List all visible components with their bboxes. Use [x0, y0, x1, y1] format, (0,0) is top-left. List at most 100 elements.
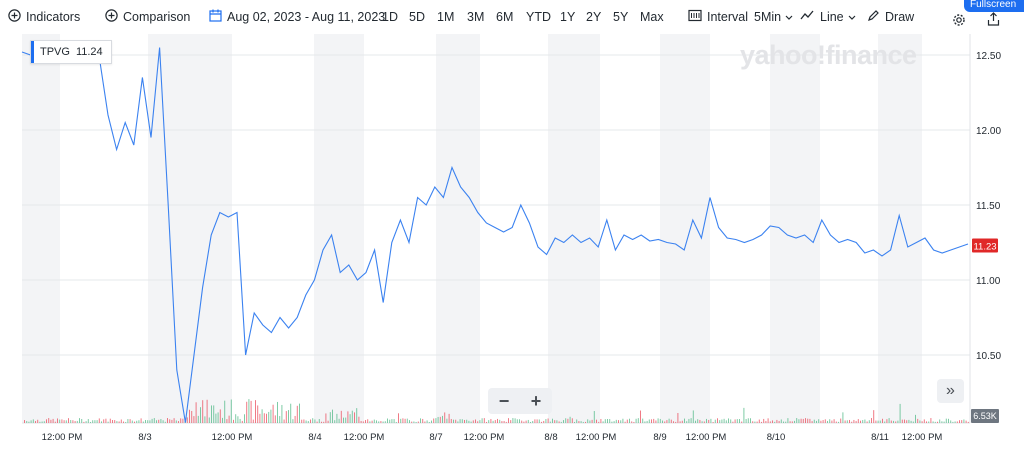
- volume-bar: [505, 421, 507, 423]
- volume-bar: [752, 421, 754, 423]
- volume-bar: [580, 421, 582, 423]
- session-band: [878, 34, 922, 423]
- volume-bar: [85, 421, 87, 423]
- volume-bar: [607, 419, 608, 423]
- volume-bar: [549, 421, 551, 423]
- draw-button[interactable]: Draw: [867, 9, 914, 25]
- zoom-in-button[interactable]: +: [530, 391, 542, 411]
- range-5d[interactable]: 5D: [409, 10, 425, 24]
- volume-bar: [336, 413, 338, 423]
- share-button[interactable]: [987, 12, 1000, 29]
- range-max[interactable]: Max: [640, 10, 664, 24]
- volume-bar: [908, 419, 910, 423]
- volume-bar: [734, 419, 736, 423]
- range-1y[interactable]: 1Y: [560, 10, 576, 24]
- chevron-down-icon: [785, 10, 793, 24]
- x-tick-label: 12:00 PM: [464, 432, 505, 443]
- volume-bar: [765, 420, 767, 423]
- volume-bar: [230, 399, 232, 423]
- volume-bar: [481, 418, 483, 423]
- volume-bar: [369, 421, 371, 423]
- volume-bar: [345, 417, 347, 423]
- range-6m[interactable]: 6M: [496, 10, 514, 24]
- volume-bar: [94, 420, 96, 423]
- volume-bar: [723, 418, 725, 423]
- volume-bar: [217, 412, 219, 423]
- volume-bar: [642, 418, 644, 423]
- volume-bar: [292, 419, 294, 423]
- range-5y[interactable]: 5Y: [613, 10, 629, 24]
- volume-bar: [721, 419, 723, 423]
- range-ytd[interactable]: YTD: [526, 10, 551, 24]
- volume-bar: [853, 419, 855, 423]
- volume-bar: [923, 419, 925, 423]
- volume-bar: [365, 420, 366, 423]
- yahoo-finance-watermark: yahoo!finance: [740, 40, 917, 70]
- zoom-out-button[interactable]: −: [498, 391, 510, 411]
- volume-bar: [846, 420, 848, 423]
- volume-bar: [684, 418, 685, 423]
- comparison-button[interactable]: Comparison: [105, 9, 190, 25]
- range-2y[interactable]: 2Y: [586, 10, 602, 24]
- volume-bar: [662, 420, 663, 423]
- volume-bar: [131, 420, 133, 423]
- interval-button[interactable]: Interval 5Min: [688, 9, 793, 25]
- volume-bar: [158, 419, 160, 423]
- volume-bar: [686, 421, 688, 423]
- volume-bar: [798, 419, 800, 423]
- volume-bar: [83, 421, 85, 423]
- volume-bar: [171, 419, 173, 423]
- fullscreen-button[interactable]: Fullscreen: [964, 0, 1024, 12]
- double-chevron-right-icon[interactable]: »: [937, 379, 964, 403]
- volume-bar: [76, 420, 78, 423]
- indicators-button[interactable]: Indicators: [8, 9, 80, 25]
- volume-bar: [305, 420, 307, 423]
- x-tick-label: 12:00 PM: [42, 432, 83, 443]
- volume-bar: [446, 418, 448, 423]
- volume-bar: [492, 420, 494, 423]
- volume-bar: [107, 421, 109, 423]
- volume-bar: [81, 419, 83, 423]
- volume-bar: [609, 419, 611, 423]
- volume-bar: [466, 419, 468, 423]
- volume-bar: [74, 421, 76, 423]
- volume-bar: [842, 412, 844, 423]
- volume-bar: [930, 418, 932, 423]
- range-1d[interactable]: 1D: [382, 10, 398, 24]
- volume-bar: [563, 420, 564, 423]
- volume-bar: [937, 421, 938, 423]
- volume-bar: [435, 418, 437, 423]
- volume-bar: [743, 407, 745, 423]
- volume-bar: [235, 414, 237, 423]
- volume-bar: [420, 418, 421, 423]
- volume-bar: [747, 418, 749, 423]
- volume-bar: [967, 421, 969, 423]
- range-3m[interactable]: 3M: [467, 10, 485, 24]
- settings-button[interactable]: [952, 13, 966, 30]
- volume-bar: [710, 418, 712, 423]
- volume-bar: [666, 420, 668, 423]
- volume-bar: [318, 419, 320, 423]
- volume-bar: [576, 419, 578, 423]
- session-band: [148, 34, 232, 423]
- volume-bar: [719, 420, 721, 423]
- volume-bar: [140, 418, 142, 423]
- volume-bar: [459, 419, 461, 423]
- volume-bar: [939, 419, 941, 423]
- volume-bar: [219, 409, 221, 423]
- price-chart[interactable]: 12.50 12.00 11.50 11.00 10.50 12:00 PM 8/3 12:0…: [0, 34, 1024, 451]
- volume-bar: [433, 418, 435, 423]
- volume-bar: [382, 421, 384, 423]
- volume-bar: [90, 421, 91, 423]
- volume-bar: [268, 411, 270, 423]
- date-range-button[interactable]: Aug 02, 2023 - Aug 11, 2023: [209, 9, 385, 25]
- volume-bar: [675, 421, 677, 423]
- volume-bar: [670, 419, 672, 423]
- volume-bar: [763, 418, 765, 423]
- chart-type-button[interactable]: Line: [800, 9, 856, 24]
- volume-bar: [241, 420, 243, 423]
- range-1m[interactable]: 1M: [437, 10, 455, 24]
- volume-bar: [169, 419, 171, 423]
- session-band: [548, 34, 600, 423]
- volume-bar: [270, 409, 272, 423]
